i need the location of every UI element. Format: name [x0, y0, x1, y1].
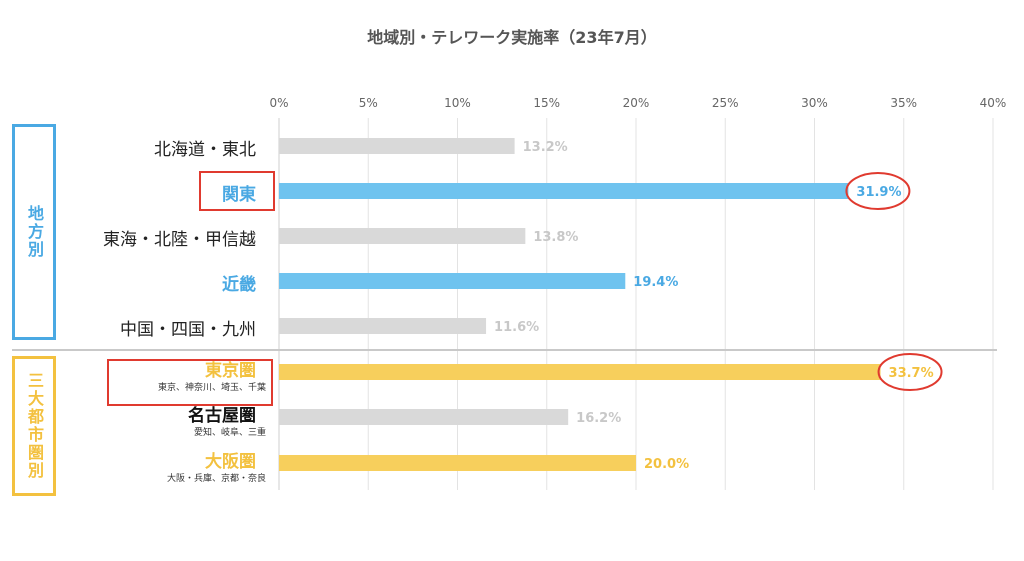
group-box-regional: 地方別: [12, 124, 56, 340]
x-tick-label: 20%: [623, 96, 650, 110]
category-label: 北海道・東北: [154, 140, 256, 160]
bar: [279, 364, 881, 380]
x-tick-label: 0%: [269, 96, 288, 110]
data-label: 20.0%: [644, 457, 689, 472]
category-sublabel: 東京、神奈川、埼玉、千葉: [157, 383, 266, 393]
category-label: 中国・四国・九州: [120, 320, 256, 340]
bar: [279, 409, 569, 425]
x-tick-label: 30%: [801, 96, 828, 110]
data-label: 33.7%: [889, 366, 934, 381]
highlight-box: [107, 359, 273, 406]
category-label: 近畿: [222, 275, 256, 295]
bar: [279, 318, 487, 334]
bar: [279, 228, 526, 244]
x-tick-label: 5%: [359, 96, 378, 110]
data-label: 11.6%: [494, 320, 539, 335]
category-label: 名古屋圏: [188, 406, 256, 426]
chart-title: 地域別・テレワーク実施率（23年7月）: [367, 28, 657, 47]
category-label: 東海・北陸・甲信越: [103, 230, 256, 250]
highlight-circle: [845, 172, 911, 210]
group-box-metro: 三大都市圏別: [12, 356, 56, 496]
group-label-metro: 三大都市圏別: [25, 372, 44, 480]
highlight-circle: [877, 353, 943, 391]
bar: [279, 455, 636, 471]
category-label: 大阪圏: [205, 452, 256, 472]
data-label: 16.2%: [576, 411, 621, 426]
data-label: 13.8%: [533, 230, 578, 245]
data-label: 19.4%: [633, 275, 678, 290]
bar: [279, 183, 849, 199]
x-tick-label: 35%: [890, 96, 917, 110]
data-label: 13.2%: [523, 140, 568, 155]
bar: [279, 138, 515, 154]
bar: [279, 273, 626, 289]
highlight-box: [199, 171, 275, 211]
category-sublabel: 大阪・兵庫、京都・奈良: [166, 474, 266, 484]
data-label: 31.9%: [856, 185, 901, 200]
x-tick-label: 40%: [980, 96, 1007, 110]
category-label: 関東: [222, 185, 256, 205]
group-label-regional: 地方別: [25, 205, 44, 259]
category-label: 東京圏: [205, 361, 256, 381]
category-sublabel: 愛知、岐阜、三重: [193, 428, 266, 438]
x-tick-label: 25%: [712, 96, 739, 110]
x-tick-label: 15%: [533, 96, 560, 110]
x-tick-label: 10%: [444, 96, 471, 110]
